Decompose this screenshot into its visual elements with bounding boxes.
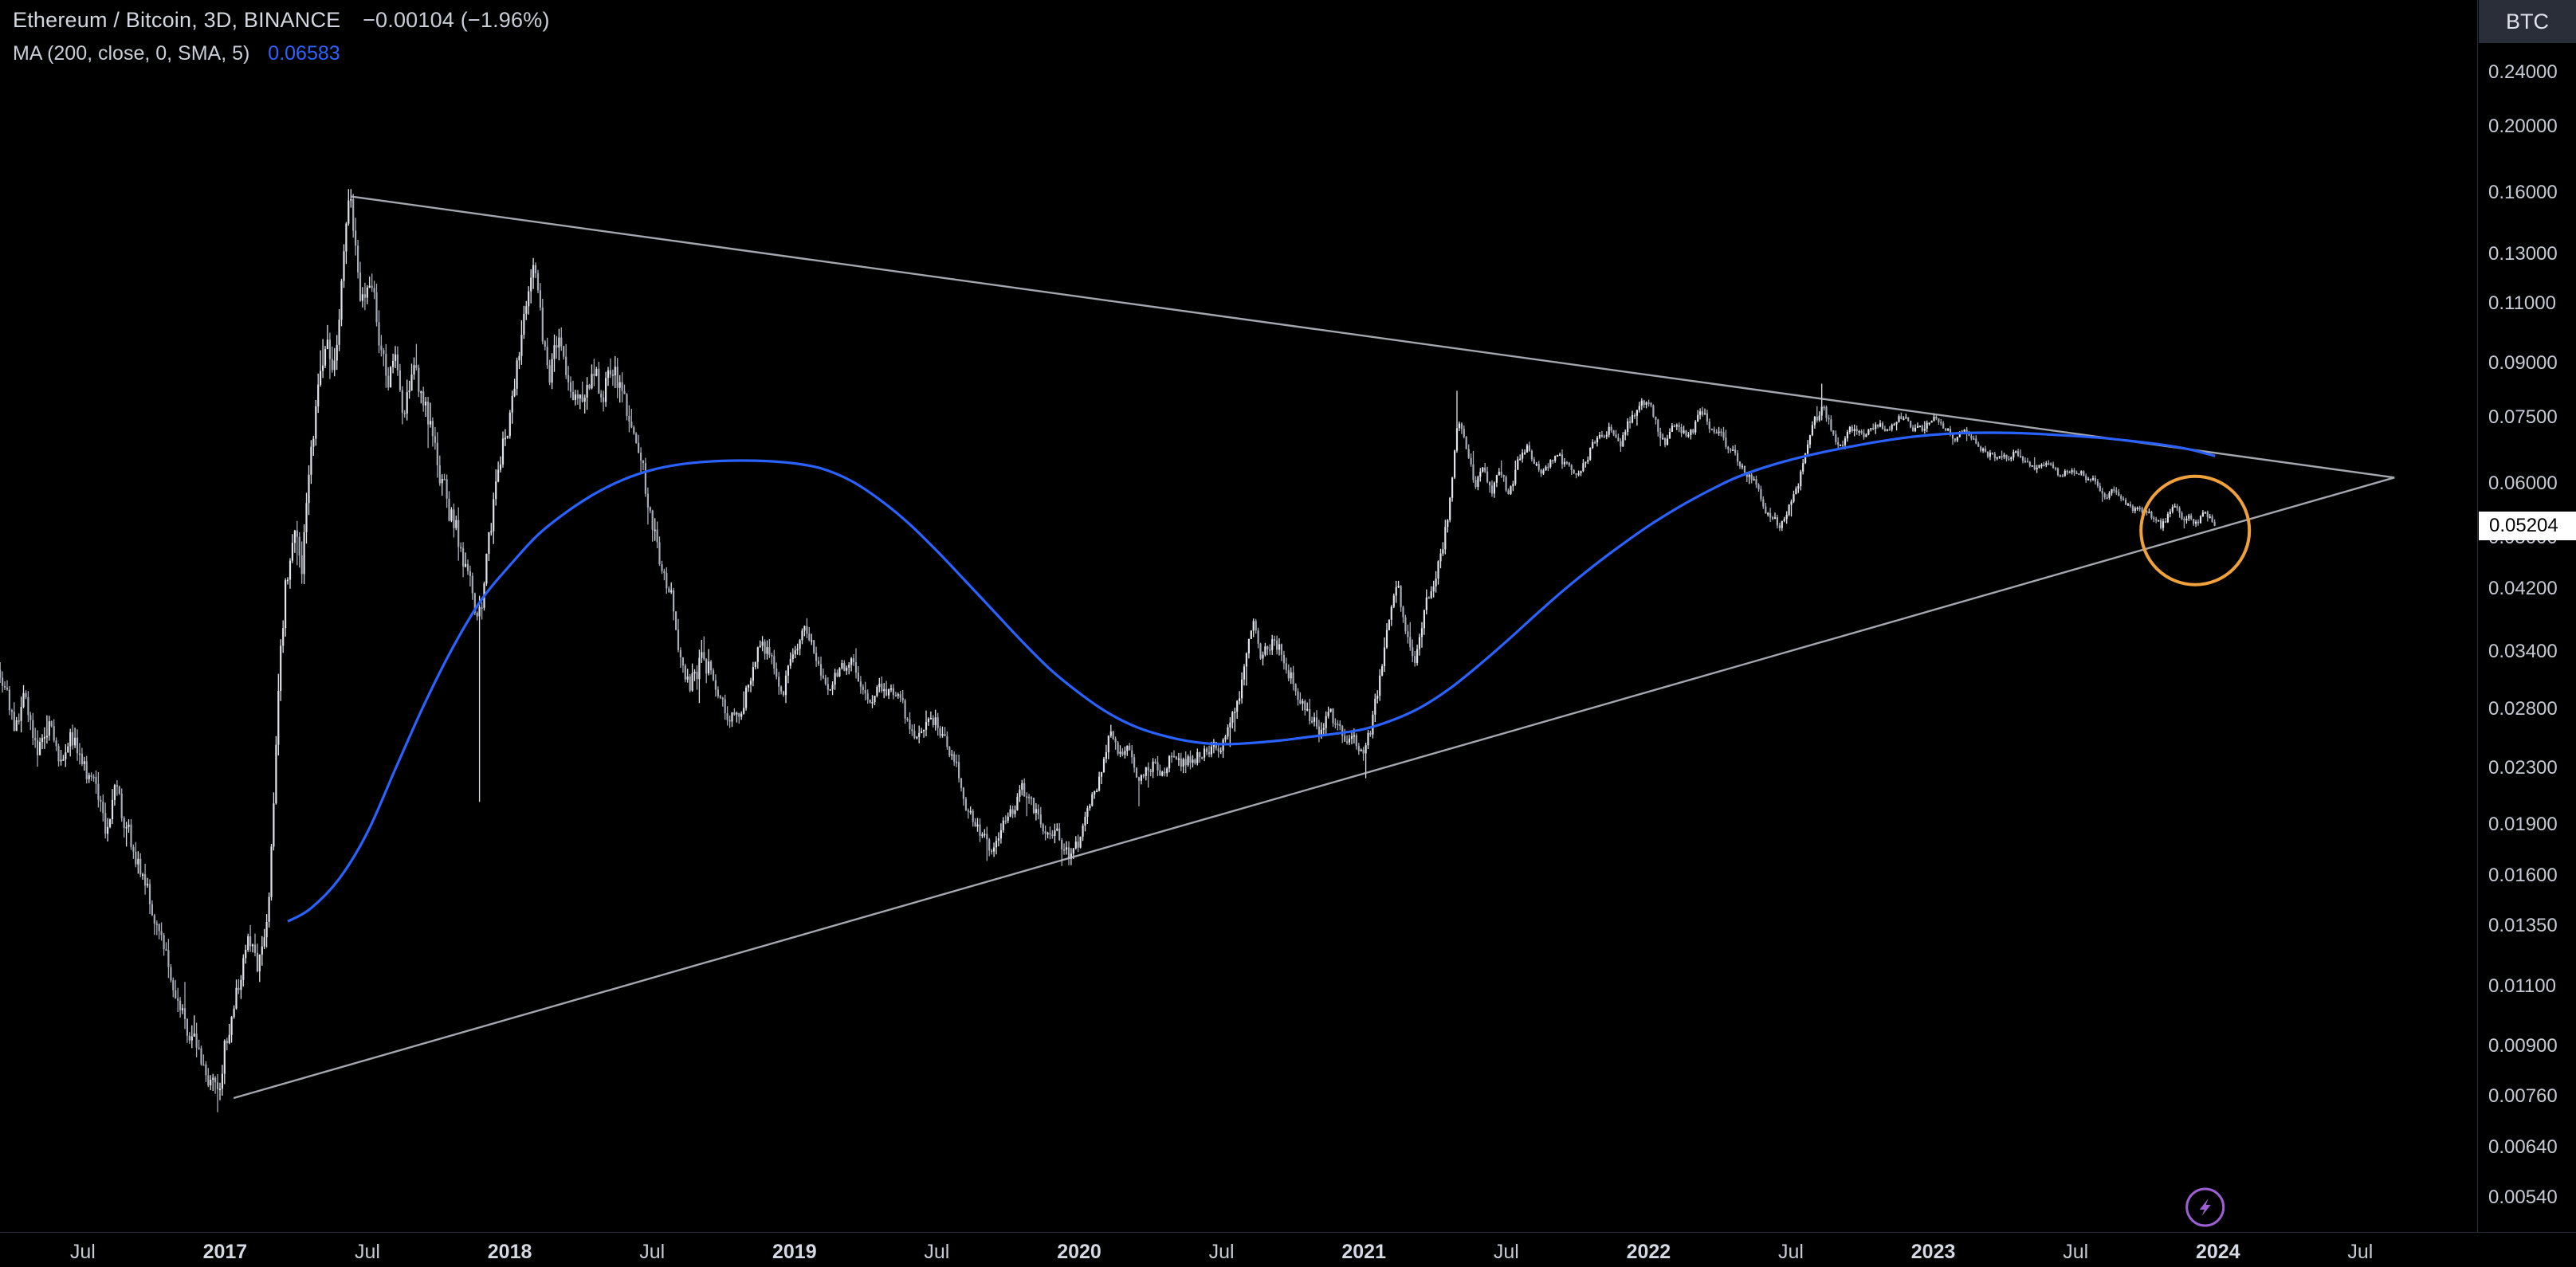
time-tick-label: 2021 [1341,1241,1386,1263]
ma-indicator-row: MA (200, close, 0, SMA, 5) 0.06583 [13,42,550,65]
time-tick-label: 2023 [1910,1241,1956,1263]
price-tick-label: 0.09000 [2488,351,2558,374]
currency-unit-button[interactable]: BTC [2479,0,2576,43]
chart-area[interactable] [0,0,2477,1232]
time-tick-label: Jul [1493,1241,1519,1263]
price-tick-label: 0.00640 [2488,1136,2558,1158]
time-tick-label: Jul [1778,1241,1804,1263]
highlight-circle-annotation[interactable] [2139,474,2252,586]
price-tick-label: 0.02300 [2488,756,2558,779]
price-tick-label: 0.13000 [2488,242,2558,265]
candlestick-series [0,189,2216,1112]
lightning-icon[interactable] [2185,1187,2225,1227]
chart-legend: Ethereum / Bitcoin, 3D, BINANCE −0.00104… [13,8,550,65]
price-tick-label: 0.01350 [2488,914,2558,936]
time-tick-label: Jul [355,1241,380,1263]
price-tick-label: 0.11000 [2488,292,2556,315]
price-tick-label: 0.01100 [2488,975,2556,997]
ma-indicator-value: 0.06583 [268,42,340,65]
time-tick-label: Jul [2063,1241,2089,1263]
symbol-info-row: Ethereum / Bitcoin, 3D, BINANCE −0.00104… [13,8,550,33]
price-tick-label: 0.16000 [2488,181,2558,203]
trendline-upper-descending[interactable] [350,195,2395,479]
price-tick-label: 0.00900 [2488,1034,2558,1057]
time-tick-label: Jul [1208,1241,1235,1263]
price-tick-label: 0.01600 [2488,864,2558,886]
price-tick-label: 0.00540 [2488,1186,2558,1208]
ma-200-line[interactable] [287,431,2216,923]
current-price-tag: 0.05204 [2479,511,2576,540]
price-chart-canvas[interactable] [0,0,2477,1232]
price-tick-label: 0.03400 [2488,641,2558,662]
price-tick-label: 0.02800 [2488,698,2558,720]
price-change-value: −0.00104 (−1.96%) [363,8,550,32]
triangle-trendlines[interactable] [233,195,2395,1100]
time-tick-label: 2020 [1057,1241,1101,1263]
price-tick-label: 0.06000 [2488,472,2558,494]
price-tick-label: 0.04200 [2488,578,2558,600]
time-tick-label: 2017 [202,1241,248,1263]
ma-indicator-label[interactable]: MA (200, close, 0, SMA, 5) [13,42,250,65]
time-tick-label: Jul [69,1241,96,1263]
time-tick-label: 2019 [772,1241,817,1263]
time-tick-label: 2022 [1626,1241,1671,1263]
price-axis[interactable]: BTC 0.24000 0.20000 0.16000 0.13000 0.11000 0… [2477,0,2576,1232]
symbol-title[interactable]: Ethereum / Bitcoin, 3D, BINANCE [13,8,341,32]
time-tick-label: Jul [2347,1241,2374,1263]
time-axis[interactable]: Jul 2017 Jul 2018 Jul 2019 Jul 2020 Jul 2021 Jul 20… [0,1232,2576,1267]
time-tick-label: Jul [639,1241,666,1263]
price-tick-label: 0.20000 [2488,115,2558,137]
time-tick-label: 2024 [2195,1241,2240,1263]
time-tick-label: 2018 [487,1241,532,1263]
price-tick-label: 0.00760 [2488,1085,2558,1107]
price-tick-label: 0.01900 [2488,813,2558,835]
time-tick-label: Jul [924,1241,950,1263]
price-tick-label: 0.07500 [2488,406,2558,428]
price-tick-label: 0.24000 [2488,61,2558,83]
trendline-lower-ascending[interactable] [233,477,2395,1100]
